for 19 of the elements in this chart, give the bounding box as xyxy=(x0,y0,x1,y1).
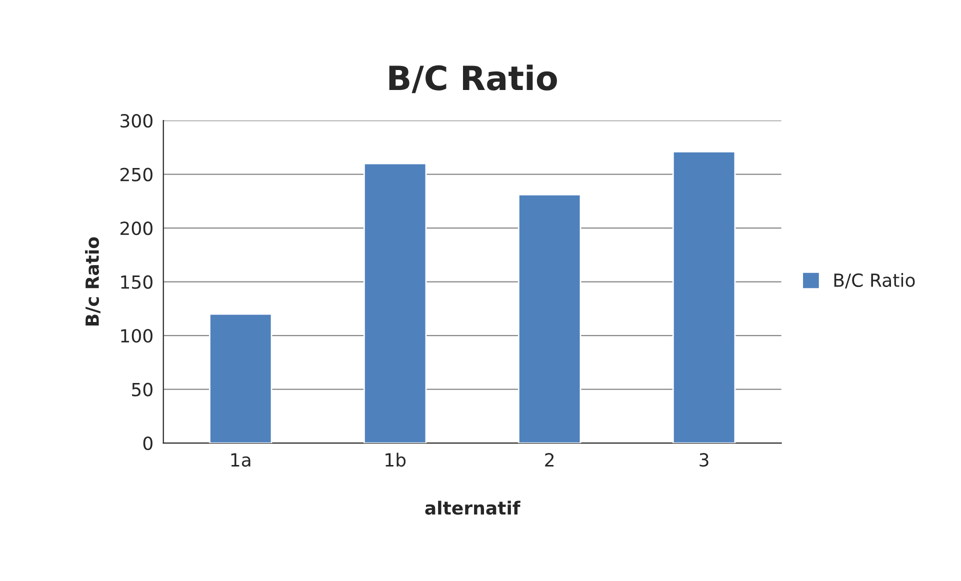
y-tick-label: 100 xyxy=(121,328,152,343)
bar xyxy=(364,162,427,444)
legend-label: B/C Ratio xyxy=(834,273,915,288)
y-tick-label: 0 xyxy=(143,436,152,450)
bar xyxy=(518,194,582,444)
y-tick-label: 50 xyxy=(132,382,152,396)
x-tick-label: 1b xyxy=(386,452,406,467)
bar xyxy=(672,151,736,444)
x-tick-label: 3 xyxy=(700,453,708,467)
y-tick-label: 150 xyxy=(121,275,152,289)
y-tick-label: 300 xyxy=(120,114,152,128)
y-tick-label: 200 xyxy=(120,222,152,236)
y-tick-label: 250 xyxy=(120,168,152,182)
bar xyxy=(209,313,272,444)
y-axis-title: B/c Ratio xyxy=(85,237,100,326)
x-tick-label: 1a xyxy=(231,453,250,467)
x-axis-title: alternatif xyxy=(425,500,520,515)
x-tick-label: 2 xyxy=(545,453,554,466)
chart-title: B/C Ratio xyxy=(389,64,557,94)
